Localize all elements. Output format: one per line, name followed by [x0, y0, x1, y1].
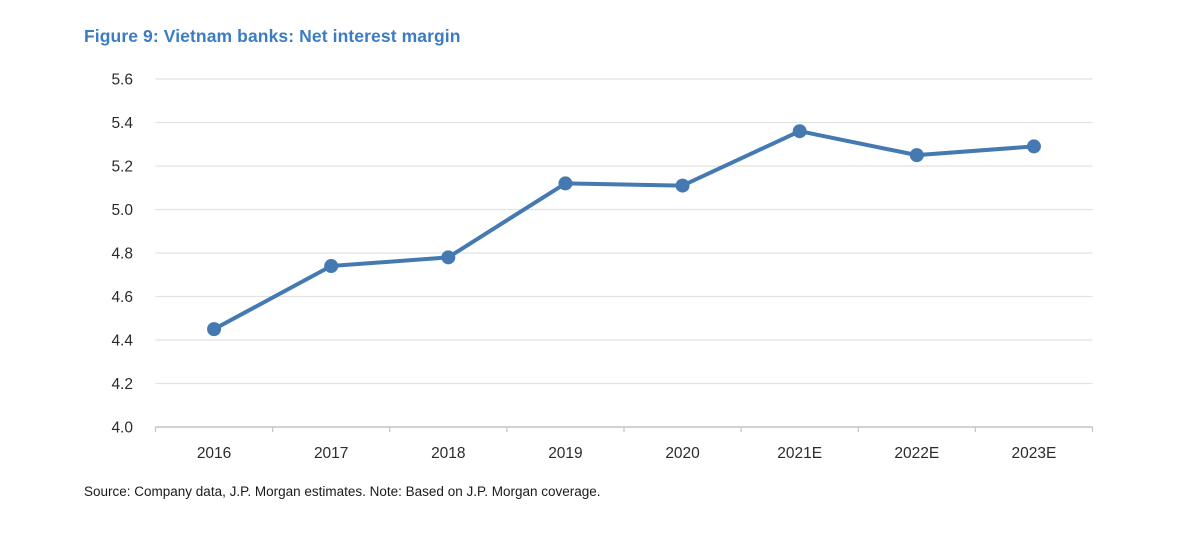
y-axis-label: 4.2: [111, 376, 133, 393]
x-axis-label: 2019: [548, 445, 582, 462]
data-point-marker: [324, 259, 339, 274]
data-point-marker: [207, 322, 222, 337]
data-point-marker: [909, 148, 924, 163]
source-note: Source: Company data, J.P. Morgan estima…: [84, 484, 601, 499]
y-axis-label: 4.6: [111, 289, 133, 306]
figure-title: Figure 9: Vietnam banks: Net interest ma…: [84, 26, 461, 46]
x-axis-label: 2021E: [777, 445, 822, 462]
y-axis-label: 5.0: [111, 202, 133, 219]
data-point-marker: [1026, 139, 1041, 154]
y-axis-label: 4.4: [111, 333, 133, 350]
data-point-marker: [792, 124, 807, 139]
data-point-marker: [558, 176, 573, 191]
y-axis-label: 5.4: [111, 115, 133, 132]
y-axis-label: 5.2: [111, 159, 133, 176]
data-point-marker: [441, 250, 456, 265]
y-axis-label: 4.8: [111, 246, 133, 263]
x-axis-label: 2022E: [894, 445, 939, 462]
data-point-marker: [675, 178, 690, 193]
x-axis-label: 2017: [314, 445, 348, 462]
x-axis-label: 2023E: [1012, 445, 1057, 462]
nim-series-line: [212, 129, 1036, 332]
x-axis-label: 2016: [197, 445, 231, 462]
x-axis-label: 2018: [431, 445, 465, 462]
x-axis-label: 2020: [665, 445, 700, 462]
y-axis-label: 5.6: [111, 72, 133, 89]
y-axis-label: 4.0: [111, 420, 133, 437]
